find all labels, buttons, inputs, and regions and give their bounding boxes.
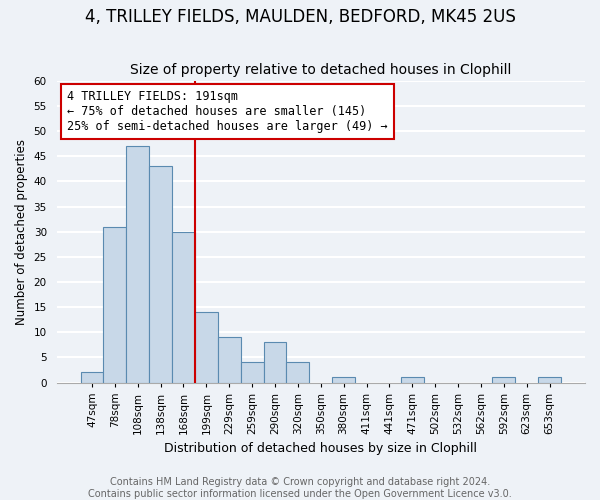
Bar: [218, 338, 241, 382]
Bar: [538, 378, 561, 382]
Text: 4, TRILLEY FIELDS, MAULDEN, BEDFORD, MK45 2US: 4, TRILLEY FIELDS, MAULDEN, BEDFORD, MK4…: [85, 8, 515, 26]
Bar: [493, 378, 515, 382]
Bar: [241, 362, 263, 382]
Bar: [103, 226, 127, 382]
Bar: [263, 342, 286, 382]
Bar: [172, 232, 195, 382]
Bar: [195, 312, 218, 382]
Bar: [127, 146, 149, 382]
Bar: [80, 372, 103, 382]
X-axis label: Distribution of detached houses by size in Clophill: Distribution of detached houses by size …: [164, 442, 477, 455]
Bar: [332, 378, 355, 382]
Title: Size of property relative to detached houses in Clophill: Size of property relative to detached ho…: [130, 63, 511, 77]
Y-axis label: Number of detached properties: Number of detached properties: [15, 138, 28, 324]
Text: Contains HM Land Registry data © Crown copyright and database right 2024.
Contai: Contains HM Land Registry data © Crown c…: [88, 478, 512, 499]
Text: 4 TRILLEY FIELDS: 191sqm
← 75% of detached houses are smaller (145)
25% of semi-: 4 TRILLEY FIELDS: 191sqm ← 75% of detach…: [67, 90, 388, 133]
Bar: [286, 362, 310, 382]
Bar: [149, 166, 172, 382]
Bar: [401, 378, 424, 382]
